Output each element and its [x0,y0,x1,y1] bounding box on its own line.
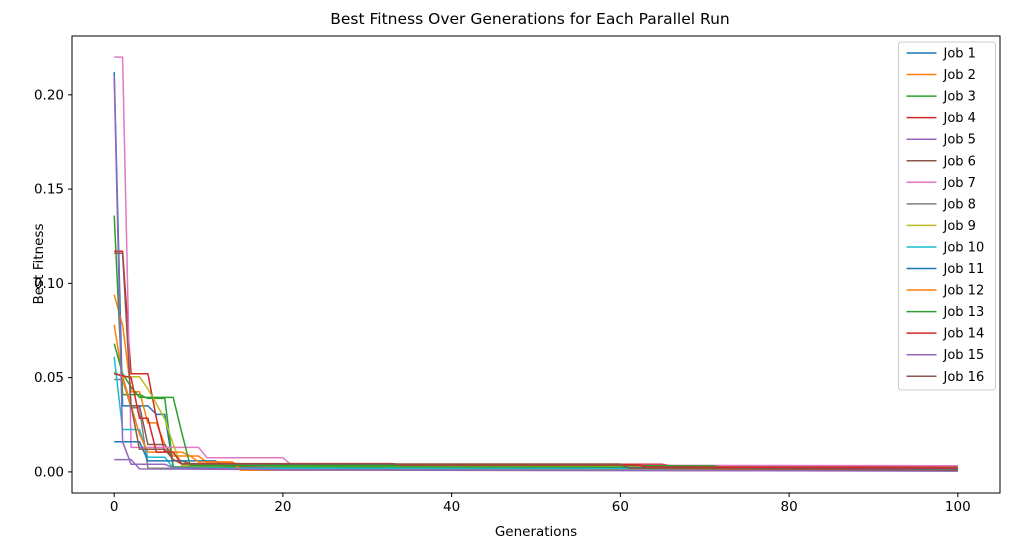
series-line-job-15 [113,75,958,472]
legend-label: Job 4 [943,111,976,126]
legend-item-job-8: Job 8 [906,197,976,212]
series-line-job-3 [113,215,958,470]
legend-label: Job 9 [943,219,976,234]
x-tick-label: 80 [780,499,797,515]
chart-title: Best Fitness Over Generations for Each P… [330,10,729,28]
legend-item-job-6: Job 6 [906,154,976,169]
x-axis-label: Generations [495,524,577,540]
legend-item-job-13: Job 13 [906,305,985,320]
y-tick-label: 0.15 [34,182,64,198]
legend-label: Job 8 [943,197,976,212]
legend-label: Job 6 [943,154,976,169]
y-tick-label: 0.20 [34,87,64,103]
y-tick-label: 0.10 [34,276,64,292]
legend-item-job-9: Job 9 [906,219,976,234]
series-line-job-13 [113,343,958,469]
x-tick-label: 20 [274,499,291,515]
legend-item-job-12: Job 12 [906,284,985,299]
series-line-job-12 [113,324,958,472]
series-line-job-10 [113,356,958,470]
legend-label: Job 14 [943,327,985,342]
legend-label: Job 16 [943,370,985,385]
legend-item-job-3: Job 3 [906,90,976,105]
legend-item-job-15: Job 15 [906,348,985,363]
series-line-job-14 [114,373,958,469]
legend-item-job-11: Job 11 [906,262,985,277]
legend-item-job-5: Job 5 [906,133,976,148]
legend-label: Job 11 [943,262,985,277]
y-tick-label: 0.05 [34,370,64,386]
legend-label: Job 7 [943,176,976,191]
legend-item-job-2: Job 2 [906,68,976,83]
legend-label: Job 1 [943,47,976,62]
series-line-job-4 [114,250,958,468]
legend-item-job-16: Job 16 [906,370,985,385]
series-line-job-2 [113,294,958,469]
legend-item-job-10: Job 10 [906,240,985,255]
legend-label: Job 15 [943,348,985,363]
x-tick-label: 0 [110,499,119,515]
axes-spines [71,35,1001,494]
legend-label: Job 12 [943,284,985,299]
legend-item-job-7: Job 7 [906,176,976,191]
x-tick-label: 40 [443,499,460,515]
x-tick-label: 100 [945,499,971,515]
legend-item-job-4: Job 4 [906,111,976,126]
series-line-job-8 [114,378,958,472]
series-line-job-7 [114,56,958,467]
legend-item-job-1: Job 1 [906,47,976,62]
legend-label: Job 5 [943,133,976,148]
x-tick-label: 60 [612,499,629,515]
series-line-job-6 [113,372,958,471]
legend-label: Job 3 [943,90,976,105]
series-line-job-9 [113,371,958,470]
y-axis-label: Best Fitness [31,224,47,305]
legend-box [898,41,996,391]
legend-item-job-14: Job 14 [906,327,985,342]
series-line-job-16 [114,252,958,471]
legend-label: Job 10 [943,240,985,255]
y-tick-label: 0.00 [34,464,64,480]
legend-label: Job 13 [943,305,985,320]
legend-label: Job 2 [943,68,976,83]
legend: Job 1 Job 2 Job 3 Job 4 Job 5 Job 6 Job 7 Job 8… [898,41,996,391]
series-line-job-1 [113,72,958,471]
